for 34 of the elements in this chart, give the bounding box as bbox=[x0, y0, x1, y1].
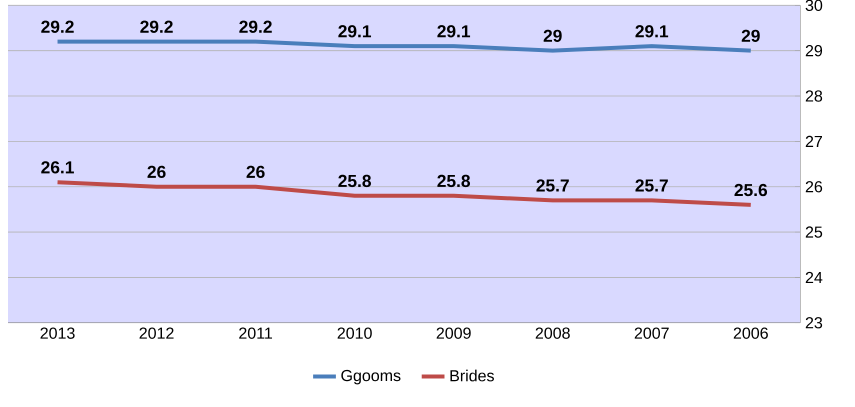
data-label: 29.2 bbox=[41, 20, 74, 33]
data-label: 29 bbox=[742, 30, 760, 42]
x-tick-label: 2011 bbox=[239, 328, 272, 339]
y-tick-label: 24 bbox=[806, 272, 822, 284]
data-label: 29.1 bbox=[437, 25, 470, 38]
data-label: 26 bbox=[246, 166, 265, 178]
legend-label: Ggooms bbox=[341, 370, 400, 384]
y-tick-label: 28 bbox=[806, 90, 822, 102]
data-label: 26.1 bbox=[41, 161, 74, 174]
x-tick-label: 2007 bbox=[634, 328, 669, 339]
y-tick-label: 29 bbox=[806, 45, 822, 56]
data-label: 25.7 bbox=[635, 179, 668, 192]
data-label: 29 bbox=[544, 30, 562, 42]
y-tick-label: 26 bbox=[806, 181, 822, 192]
x-tick-label: 2009 bbox=[436, 328, 471, 339]
data-label: 25.6 bbox=[734, 184, 768, 196]
x-tick-label: 2010 bbox=[338, 328, 372, 339]
data-label: 26 bbox=[148, 166, 166, 178]
data-label: 25.7 bbox=[536, 179, 569, 192]
data-label: 29.1 bbox=[338, 25, 372, 38]
data-label: 25.8 bbox=[437, 174, 470, 188]
data-label: 29.2 bbox=[239, 20, 272, 33]
y-tick-label: 30 bbox=[806, 0, 822, 12]
x-tick-label: 2006 bbox=[734, 328, 768, 339]
x-tick-label: 2012 bbox=[140, 328, 174, 339]
x-tick-label: 2013 bbox=[40, 328, 75, 339]
data-label: 29.2 bbox=[140, 20, 173, 33]
legend-label: Brides bbox=[450, 370, 494, 382]
x-tick-label: 2008 bbox=[536, 328, 570, 339]
y-tick-label: 23 bbox=[806, 317, 822, 329]
y-tick-label: 25 bbox=[806, 226, 822, 238]
y-tick-label: 27 bbox=[806, 136, 822, 148]
data-label: 29.1 bbox=[635, 25, 668, 38]
data-label: 25.8 bbox=[338, 174, 371, 188]
